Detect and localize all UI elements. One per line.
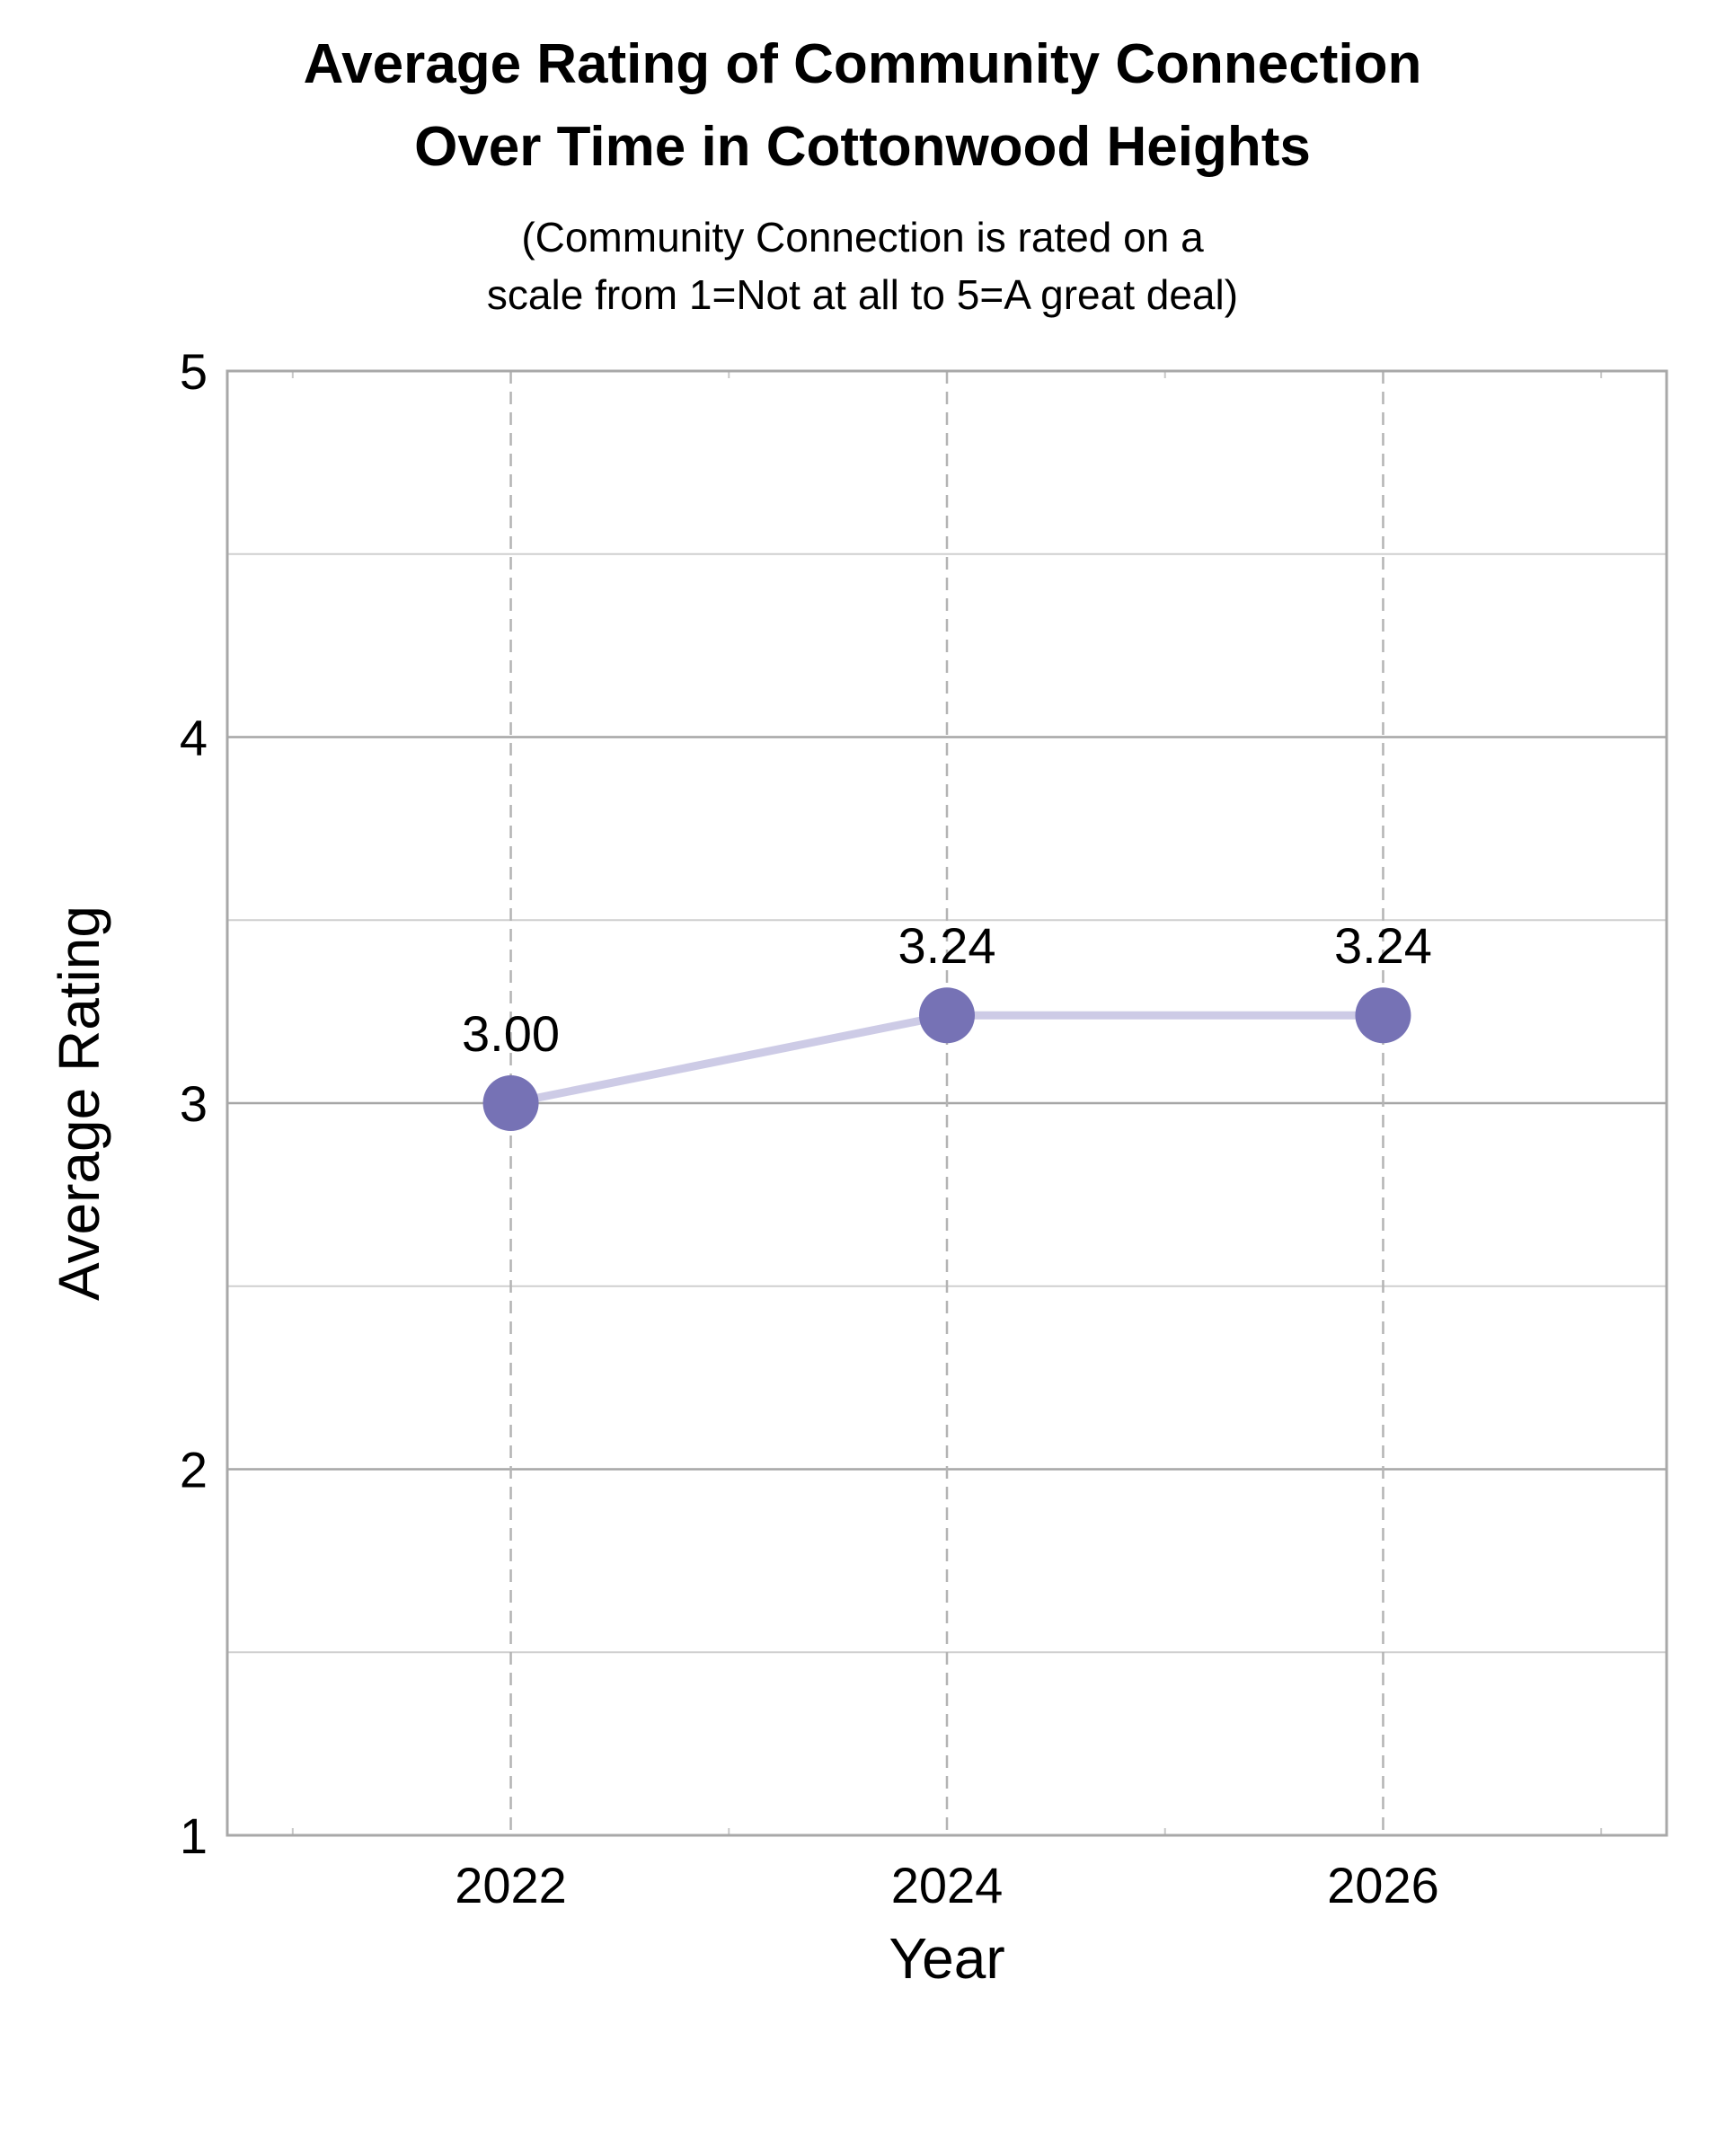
y-tick-label: 3 (180, 1075, 208, 1132)
y-axis-label: Average Rating (47, 906, 111, 1301)
y-tick-label: 2 (180, 1442, 208, 1498)
grid (227, 371, 1667, 1835)
x-tick-label: 2024 (891, 1857, 1004, 1913)
x-tick-label: 2026 (1327, 1857, 1439, 1913)
data-label: 3.24 (898, 917, 996, 974)
data-label: 3.24 (1334, 917, 1432, 974)
chart-subtitle: (Community Connection is rated on a scal… (0, 208, 1725, 323)
chart-subtitle-line-1: (Community Connection is rated on a (521, 214, 1204, 261)
data-point (1355, 987, 1411, 1044)
chart-title-line-1: Average Rating of Community Connection (303, 33, 1422, 95)
y-tick-label: 4 (180, 710, 208, 766)
data-point (482, 1075, 539, 1131)
y-tick-label: 1 (180, 1807, 208, 1864)
data-point (919, 987, 975, 1044)
data-label: 3.00 (462, 1005, 560, 1062)
y-tick-label: 5 (180, 343, 208, 400)
x-tick-label: 2022 (455, 1857, 567, 1913)
chart-subtitle-line-2: scale from 1=Not at all to 5=A great dea… (486, 271, 1239, 318)
x-axis-label: Year (889, 1926, 1004, 1991)
plot-frame (226, 369, 1668, 1837)
tick-labels: 1 2 3 4 5 2022 2024 2026 (180, 343, 1439, 1913)
chart-title-line-2: Over Time in Cottonwood Heights (414, 116, 1311, 178)
series: 3.00 3.24 3.24 (462, 917, 1432, 1131)
chart-title: Average Rating of Community Connection O… (0, 23, 1725, 189)
